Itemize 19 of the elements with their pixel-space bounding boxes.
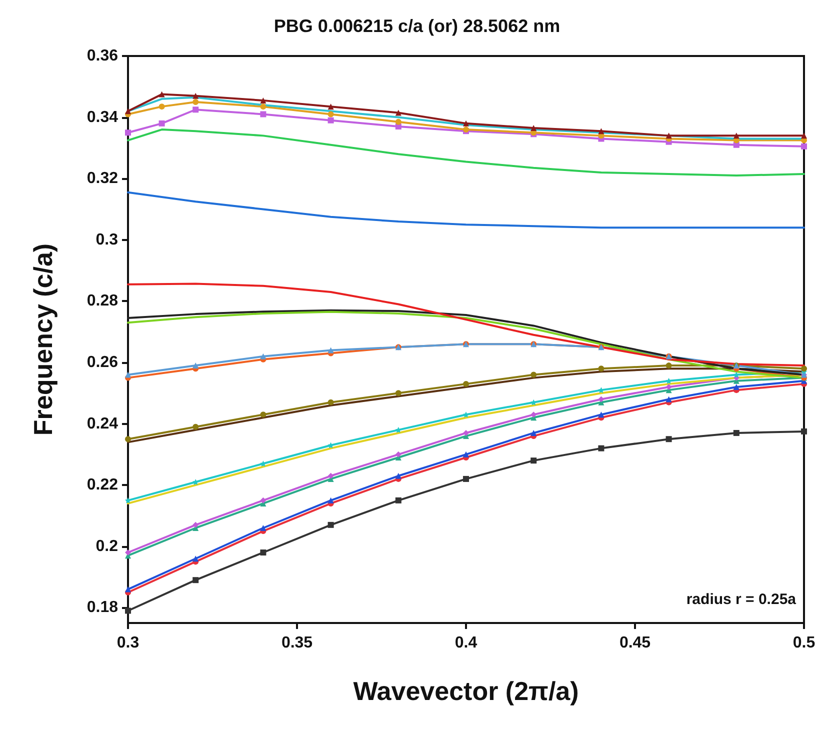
x-axis-title: Wavevector (2π/a) xyxy=(353,676,579,706)
y-tick-label: 0.28 xyxy=(86,292,118,310)
y-tick-label: 0.34 xyxy=(86,108,118,126)
y-tick-label: 0.32 xyxy=(86,170,118,188)
y-tick-label: 0.26 xyxy=(86,354,118,371)
y-tick-label: 0.3 xyxy=(96,231,118,248)
y-tick-label: 0.18 xyxy=(86,599,118,616)
chart-title: PBG 0.006215 c/a (or) 28.5062 nm xyxy=(274,16,560,36)
y-tick-label: 0.24 xyxy=(86,415,118,432)
y-tick-label: 0.2 xyxy=(96,538,118,555)
x-tick-label: 0.45 xyxy=(619,634,651,652)
x-tick-label: 0.35 xyxy=(281,634,313,652)
y-tick-label: 0.36 xyxy=(86,48,118,64)
x-tick-label: 0.4 xyxy=(454,634,478,652)
y-axis-title: Frequency (c/a) xyxy=(28,243,58,436)
annotation: radius r = 0.25a xyxy=(686,591,797,608)
x-tick-label: 0.3 xyxy=(116,634,140,652)
x-tick-label: 0.5 xyxy=(792,634,816,652)
y-tick-label: 0.22 xyxy=(86,476,118,494)
